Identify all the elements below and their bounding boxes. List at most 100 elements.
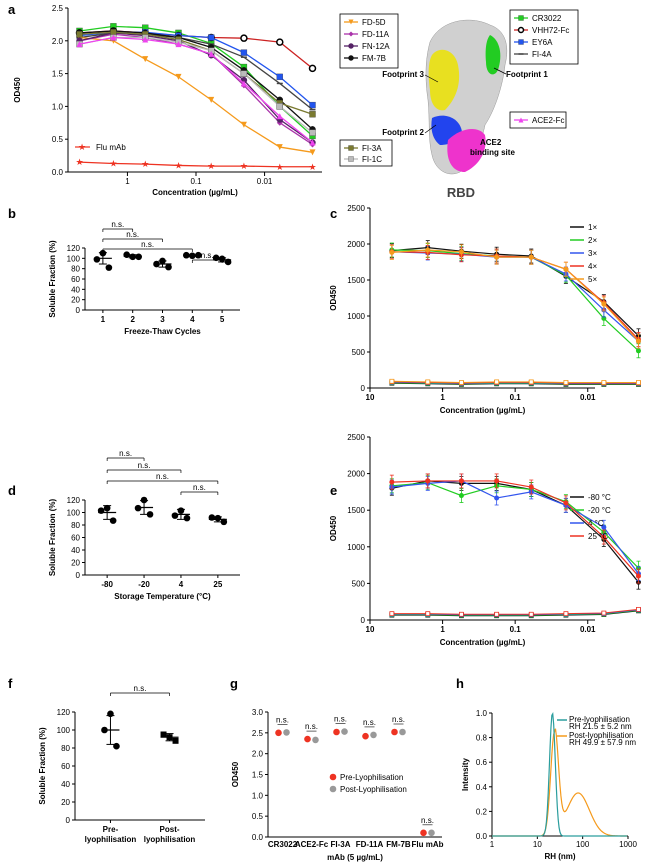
legend-marker [348,43,354,49]
panel-b-x-label: Freeze-Thaw Cycles [124,327,201,336]
panel-a-data-point [208,34,215,41]
panel-h-x-label: RH (nm) [544,852,575,861]
panel-d-ns-label: n.s. [138,461,151,470]
panel-e-y-tick-label: 1500 [347,506,365,515]
panel-g-x-tick-label: FM-7B [386,840,411,849]
panel-g-y-tick-label: 2.5 [252,729,264,738]
panel-a-data-point [76,31,83,38]
panel-a-data-point: ★ [174,160,182,170]
panel-g-x-tick-label: ACE2-Fc [295,840,329,849]
panel-h-x-tick-label: 1000 [619,840,637,849]
legend-label: VHH72-Fc [532,26,569,35]
panel-d-x-tick-label: 4 [179,580,184,589]
panel-f-y-tick-label: 80 [61,744,70,753]
panel-g-y-tick-label: 3.0 [252,708,264,717]
panel-f-x-tick-label: Post- [160,825,180,834]
panel-a-data-point [240,121,247,128]
panel-a-data-point [309,101,316,109]
panel-g-post-point [370,731,377,739]
panel-b-ns-label: n.s. [141,240,154,249]
panel-f-x-tick-label: lyophilisation [85,835,137,844]
panel-d-x-tick-label: -20 [138,580,150,589]
panel-d-data-point [214,514,222,522]
panel-a-data-point: ★ [207,161,215,171]
panel-a-data-point [276,144,283,151]
panel-g-post-point [312,736,319,744]
panel-b-x-tick-label: 3 [160,315,165,324]
panel-a-data-point [276,38,284,46]
panel-b-data-point [123,251,130,259]
ace2-binding-region [447,128,486,172]
panel-a-data-point [175,73,182,80]
panel-g-x-label: mAb (5 µg/mL) [327,853,383,862]
legend-box-bottom [339,139,393,167]
panel-g-legend-pre-marker [329,773,337,781]
footprint-3-label: Footprint 3 [382,70,424,79]
legend-label: EY6A [532,38,553,47]
panel-c-baseline-line [391,380,639,383]
panel-d-data-point [109,517,117,524]
panel-a-y-tick-label: 1.5 [52,70,64,79]
panel-b-label: b [8,206,16,221]
panel-a-data-point [276,73,283,81]
panel-c-series-line [391,251,639,342]
panel-d-data-point [146,511,154,518]
panel-g-x-tick-label: FI-3A [331,840,351,849]
panel-c-x-tick-label: 0.01 [580,393,596,402]
panel-h-legend-post-label: Post-lyophilisation [569,731,633,740]
panel-e-x-label: Concentration (µg/mL) [440,638,526,647]
panel-a-data-point [309,139,316,146]
panel-a-data-point [142,56,149,63]
panel-b-y-label: Soluble Fraction (%) [48,240,57,318]
panel-a-data-point [240,70,248,77]
panel-a-data-point [276,113,283,120]
panel-f-data-point [107,710,114,718]
panel-d-y-tick-label: 40 [71,546,80,555]
legend-box-ace2 [509,111,567,129]
panel-g-post-point [399,728,406,736]
panel-b-x-tick-label: 5 [220,315,225,324]
panel-g-ns-label: n.s. [276,715,289,724]
panel-e-legend-label: -80 °C [588,493,611,502]
panel-e-label: e [330,483,337,498]
panel-d-x-tick-label: 25 [213,580,222,589]
panel-c-baseline-point [494,379,500,385]
panel-d-data-point [134,504,142,512]
panel-e-y-tick-label: 2000 [347,470,365,479]
panel-g-label: g [230,676,238,691]
panel-e-y-label: OD450 [329,515,338,541]
panel-a-series-line [79,161,313,168]
panel-e-legend-label: -20 °C [588,506,611,515]
panel-d-label: d [8,483,16,498]
panel-h-legend-pre-stats: RH 21.5 ± 5.2 nm [569,722,632,731]
panel-h-x-tick-label: 100 [576,840,590,849]
panel-g-ns-label: n.s. [363,718,376,727]
panel-g-x-tick-label: Flu mAb [412,840,444,849]
panel-b-data-point [212,254,220,262]
panel-b-data-point [153,260,160,268]
panel-a-x-label: Concentration (µg/mL) [152,188,238,197]
panel-a-data-point [110,34,117,41]
panel-c-baseline-point [528,379,534,385]
panel-a-y-tick-label: 0.0 [52,168,64,177]
panel-g-legend-post-marker [329,785,337,793]
legend-label: FI-3A [362,144,382,153]
panel-e-x-tick-label: 0.01 [580,625,596,634]
panel-h-y-tick-label: 0.0 [476,832,488,841]
panel-e-x-tick-label: 0.1 [510,625,522,634]
panel-d-ns-label: n.s. [119,449,132,458]
panel-a-data-point [142,36,149,43]
panel-e-baseline-point [563,611,569,617]
legend-marker [348,31,354,37]
panel-a-series-line [79,36,313,153]
panel-a-y-tick-label: 2.0 [52,37,64,46]
panel-g-ns-label: n.s. [305,722,318,731]
panel-d-data-point [177,507,185,514]
panel-a-y-tick-label: 1.0 [52,102,64,111]
panel-b-data-point [189,252,196,260]
panel-e-legend-label: 4 °C [588,519,604,528]
panel-b-ns-label: n.s. [201,251,214,260]
legend-label: FN-12A [362,42,390,51]
panel-c-baseline-point [601,380,607,385]
panel-c-baseline-point [425,379,431,385]
